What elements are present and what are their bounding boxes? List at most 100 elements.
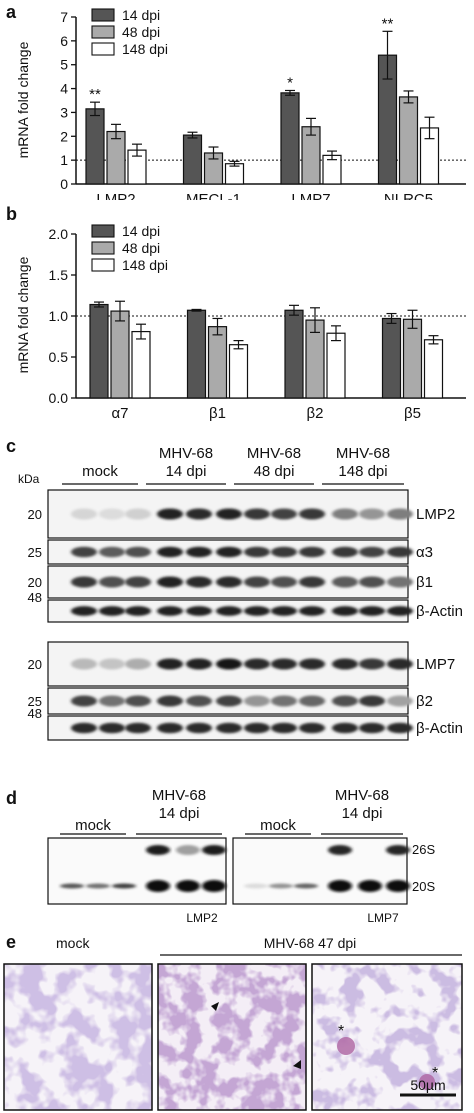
blot-group-label: 148 dpi — [338, 463, 387, 480]
legend-swatch — [91, 258, 115, 272]
blot-band — [244, 546, 270, 558]
y-tick-label: 0.5 — [49, 349, 69, 365]
bar — [85, 108, 105, 185]
x-tick-label: LMP2 — [96, 191, 135, 200]
legend-label: 48 dpi — [122, 24, 160, 40]
x-tick-label: NLRC5 — [384, 191, 433, 200]
blot-strip — [47, 837, 227, 905]
blot-row-label: β2 — [416, 693, 433, 710]
blot-band — [387, 695, 413, 707]
blot-band — [157, 695, 183, 707]
kda-marker: 25 — [28, 545, 42, 560]
blot-band — [299, 546, 325, 558]
significance-marker: ** — [89, 86, 101, 103]
blot-band — [216, 508, 242, 520]
kda-marker: 20 — [28, 657, 42, 672]
blot-band — [71, 546, 97, 558]
blot-band — [99, 658, 125, 670]
blot-group-label: MHV-68 — [247, 445, 301, 462]
blot-band — [112, 883, 136, 889]
blot-band — [60, 883, 84, 889]
panel-label-b: b — [6, 204, 17, 224]
histology-label-infected: MHV-68 47 dpi — [264, 935, 357, 951]
blot-band — [332, 508, 358, 520]
blot-group-label: 14 dpi — [342, 805, 383, 822]
bar — [186, 309, 207, 399]
bar — [110, 310, 130, 399]
blot-group-label: mock — [82, 463, 118, 480]
bar — [224, 163, 245, 185]
histology-image-infected-1 — [157, 963, 307, 1111]
blot-band — [157, 508, 183, 520]
chart-b-ylabel: mRNA fold change — [15, 256, 31, 373]
blot-band — [299, 695, 325, 707]
blot-band — [332, 576, 358, 588]
legend-label: 14 dpi — [122, 7, 160, 23]
blot-band — [332, 722, 358, 734]
blot-band — [125, 546, 151, 558]
blot-band — [99, 722, 125, 734]
blot-band — [99, 606, 125, 616]
blot-band — [328, 880, 352, 892]
bar — [89, 303, 109, 399]
blot-band — [146, 880, 170, 892]
blot-band — [299, 576, 325, 588]
legend-swatch — [91, 241, 115, 255]
blot-band — [216, 722, 242, 734]
blot-band — [359, 722, 385, 734]
blot-band — [386, 845, 410, 855]
blot-band — [125, 508, 151, 520]
asterisk-marker: * — [432, 1065, 438, 1082]
blot-band — [186, 722, 212, 734]
legend-swatch — [91, 42, 115, 56]
blot-group-label: MHV-68 — [336, 445, 390, 462]
blot-band — [157, 722, 183, 734]
chart-b: b mRNA fold change 0.0 0.5 1.0 1.5 2.0 α7 β1 β2… — [6, 204, 466, 422]
blot-band — [157, 546, 183, 558]
blot-band — [99, 508, 125, 520]
scale-bar-label: 50µm — [410, 1077, 445, 1093]
blot-band — [71, 658, 97, 670]
blot-band — [332, 658, 358, 670]
bar — [423, 339, 444, 399]
blot-band — [186, 695, 212, 707]
blot-band — [299, 658, 325, 670]
bar — [402, 318, 423, 399]
blot-band — [125, 658, 151, 670]
blot-band — [186, 576, 212, 588]
blot-band — [71, 695, 97, 707]
blot-group-label: MHV-68 — [152, 787, 206, 804]
arrowhead-marker — [211, 1002, 219, 1011]
blot-band — [186, 508, 212, 520]
y-tick-label: 0.0 — [49, 390, 69, 406]
blot-band — [244, 658, 270, 670]
blot-band — [359, 658, 385, 670]
blot-band — [216, 606, 242, 616]
chart-a-ylabel: mRNA fold change — [15, 41, 31, 158]
bar — [106, 130, 126, 185]
legend-swatch — [91, 224, 115, 238]
blot-band — [186, 658, 212, 670]
blot-band — [99, 695, 125, 707]
panel-label-e: e — [6, 932, 16, 952]
blot-band — [271, 508, 297, 520]
asterisk-marker: * — [338, 1023, 344, 1040]
blot-band — [299, 508, 325, 520]
histology-image-infected-2: * * 50µm — [311, 963, 463, 1111]
blot-band — [157, 576, 183, 588]
blot-caption: LMP2 — [186, 911, 218, 925]
chart-a: a mRNA fold change 0 1 2 3 4 5 6 7 ** LMP2 MECL-1 *… — [6, 2, 466, 200]
y-tick-label: 0 — [60, 176, 68, 192]
blot-band — [86, 883, 110, 889]
blot-band — [71, 606, 97, 616]
blot-band — [186, 546, 212, 558]
blot-band — [387, 722, 413, 734]
histology-image-mock — [3, 963, 153, 1111]
blot-band — [294, 883, 318, 889]
kda-marker: 20 — [28, 507, 42, 522]
significance-marker: ** — [382, 15, 394, 32]
blot-band — [216, 695, 242, 707]
blot-band — [387, 546, 413, 558]
